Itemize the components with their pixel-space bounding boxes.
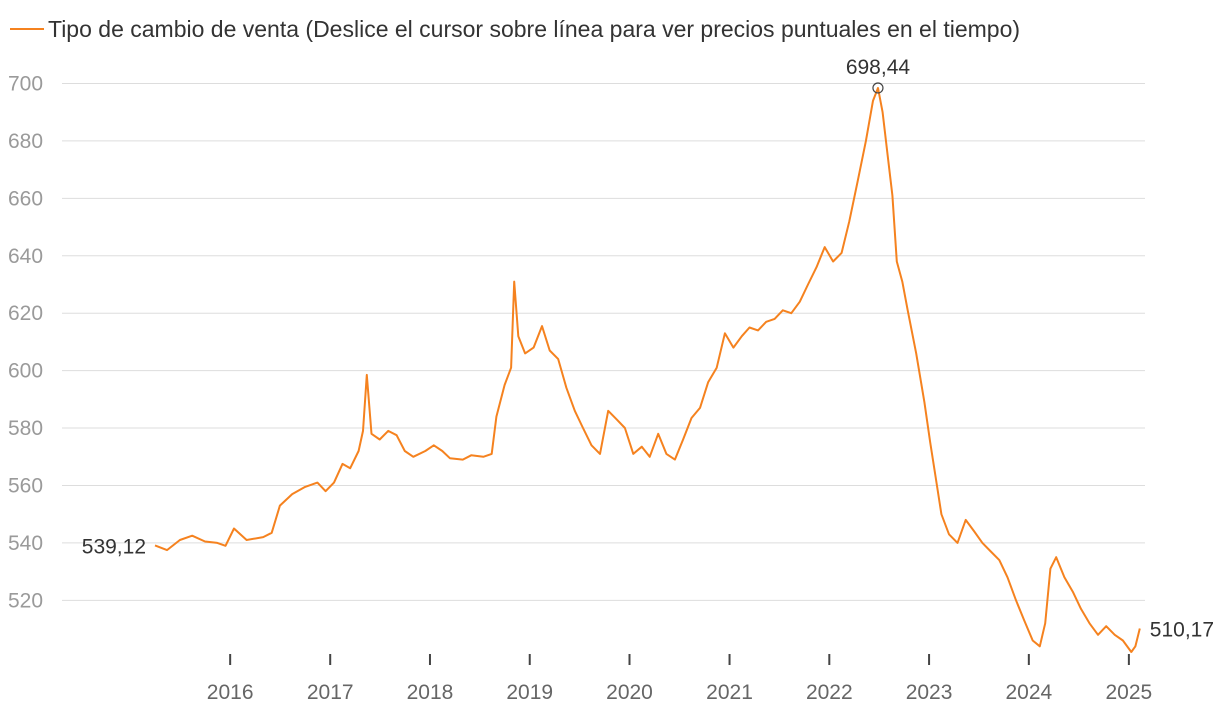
legend-label: Tipo de cambio de venta (Deslice el curs… (48, 15, 1021, 42)
start-value-label: 539,12 (82, 535, 146, 558)
y-tick-label: 660 (8, 187, 43, 210)
x-tick-label: 2022 (806, 681, 853, 704)
x-tick-label: 2018 (407, 681, 454, 704)
x-tick-label: 2016 (207, 681, 254, 704)
y-tick-label: 640 (8, 245, 43, 268)
max-value-label: 698,44 (846, 56, 911, 79)
series-line (154, 87, 1141, 653)
y-tick-label: 520 (8, 589, 43, 612)
y-tick-label: 540 (8, 532, 43, 555)
y-tick-label: 560 (8, 474, 43, 497)
y-tick-label: 680 (8, 130, 43, 153)
x-tick-label: 2020 (606, 681, 653, 704)
legend-swatch (10, 28, 44, 30)
chart-legend: Tipo de cambio de venta (Deslice el curs… (10, 14, 1020, 44)
y-tick-label: 620 (8, 302, 43, 325)
x-tick-label: 2021 (706, 681, 753, 704)
x-tick-label: 2025 (1106, 681, 1153, 704)
x-tick-label: 2019 (506, 681, 553, 704)
y-tick-label: 700 (8, 72, 43, 95)
y-tick-label: 580 (8, 417, 43, 440)
x-tick-label: 2024 (1005, 681, 1052, 704)
y-tick-label: 600 (8, 360, 43, 383)
max-point-marker (872, 82, 884, 94)
end-value-label: 510,17 (1150, 619, 1214, 642)
x-tick-label: 2017 (307, 681, 354, 704)
x-tick-label: 2023 (906, 681, 953, 704)
